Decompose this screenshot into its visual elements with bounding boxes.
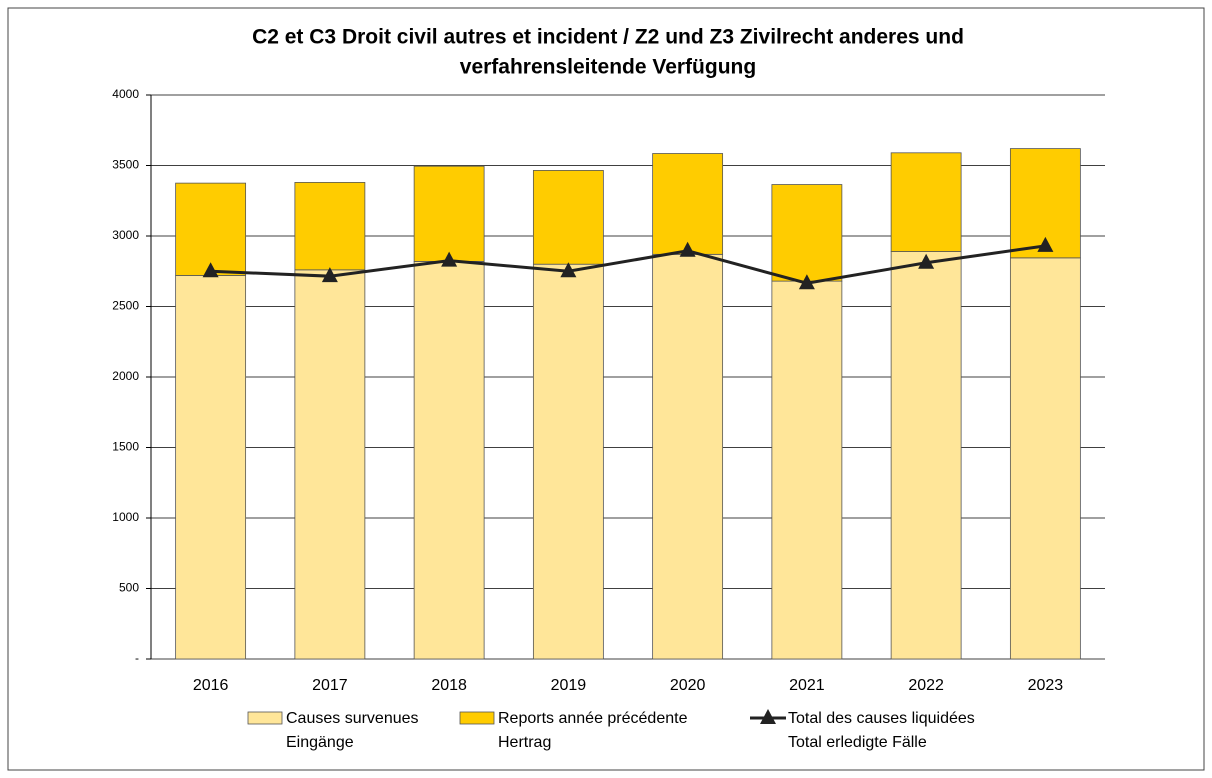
x-tick-label: 2019 bbox=[551, 677, 587, 694]
bar bbox=[652, 253, 724, 660]
marker bbox=[441, 251, 458, 267]
y-tick-label: - bbox=[135, 651, 139, 665]
x-tick-label: 2018 bbox=[431, 677, 467, 694]
legend-label: Total erledigte Fälle bbox=[788, 734, 927, 751]
legend-marker bbox=[760, 709, 776, 724]
bar bbox=[294, 269, 366, 660]
legend-label: Total des causes liquidées bbox=[788, 710, 975, 727]
marker bbox=[918, 253, 935, 269]
x-tick-label: 2016 bbox=[193, 677, 229, 694]
legend-label: Eingänge bbox=[286, 734, 354, 751]
y-tick-label: 2000 bbox=[112, 369, 139, 383]
y-tick-label: 2500 bbox=[112, 299, 139, 313]
bar bbox=[771, 184, 843, 282]
y-tick-label: 4000 bbox=[112, 87, 139, 101]
bar bbox=[771, 280, 843, 660]
y-tick-label: 500 bbox=[119, 581, 139, 595]
x-tick-label: 2021 bbox=[789, 677, 825, 694]
bar bbox=[532, 170, 604, 265]
bar bbox=[652, 153, 724, 255]
bar bbox=[413, 260, 485, 660]
y-tick-label: 3500 bbox=[112, 158, 139, 172]
marker bbox=[798, 274, 815, 290]
x-tick-label: 2017 bbox=[312, 677, 348, 694]
legend-swatch bbox=[247, 711, 283, 725]
legend-label: Causes survenues bbox=[286, 710, 419, 727]
bar bbox=[1009, 257, 1081, 660]
bar bbox=[890, 152, 962, 252]
x-tick-label: 2023 bbox=[1028, 677, 1064, 694]
marker bbox=[679, 241, 696, 257]
bar bbox=[413, 165, 485, 262]
y-tick-label: 1000 bbox=[112, 510, 139, 524]
x-tick-label: 2022 bbox=[908, 677, 944, 694]
bar bbox=[294, 182, 366, 271]
line bbox=[210, 244, 1046, 285]
chart-title: C2 et C3 Droit civil autres et incident … bbox=[252, 26, 964, 49]
bar bbox=[175, 182, 247, 276]
y-tick-label: 1500 bbox=[112, 440, 139, 454]
legend-label: Hertrag bbox=[498, 734, 551, 751]
marker bbox=[560, 262, 577, 278]
y-tick-label: 3000 bbox=[112, 228, 139, 242]
legend-swatch bbox=[459, 711, 495, 725]
bar bbox=[890, 251, 962, 660]
legend-label: Reports année précédente bbox=[498, 710, 688, 727]
bar bbox=[532, 263, 604, 660]
chart-title: verfahrensleitende Verfügung bbox=[460, 56, 756, 79]
x-tick-label: 2020 bbox=[670, 677, 706, 694]
marker bbox=[202, 262, 219, 278]
marker bbox=[1037, 236, 1054, 252]
bar bbox=[175, 275, 247, 660]
marker bbox=[321, 267, 338, 283]
